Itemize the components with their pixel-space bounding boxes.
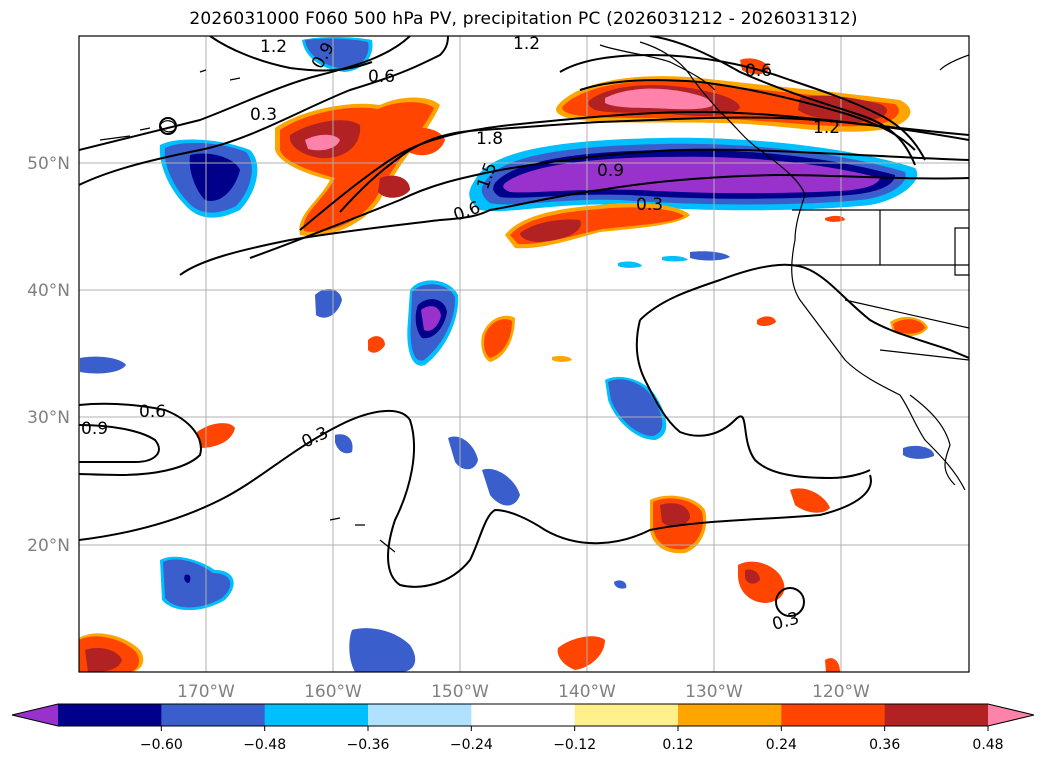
colorbar-tick-label: −0.12 xyxy=(553,737,596,753)
lon-label: 160°W xyxy=(304,682,362,702)
colorbar-tick-label: 0.36 xyxy=(869,737,900,753)
colorbar-swatch xyxy=(161,704,266,726)
lat-label: 40°N xyxy=(27,281,70,301)
lat-tick-labels: 50°N 40°N 30°N 20°N xyxy=(27,154,70,556)
lon-label: 130°W xyxy=(685,682,743,702)
contour-label: 0.6 xyxy=(745,61,772,81)
contour-label: 0.9 xyxy=(81,419,108,439)
graticule-grid xyxy=(79,36,969,672)
contour-label: 0.3 xyxy=(250,105,277,125)
lon-tick-labels: 170°W 160°W 150°W 140°W 130°W 120°W xyxy=(177,682,870,702)
coastline-layer xyxy=(99,41,969,553)
map-title: 2026031000 F060 500 hPa PV, precipitatio… xyxy=(189,9,858,29)
colorbar-swatch xyxy=(574,704,679,726)
contour-label: 1.8 xyxy=(476,129,503,149)
colorbar: −0.60 −0.48 −0.36 −0.24 −0.12 0.12 0.24 0.36 0.4… xyxy=(11,703,1035,753)
colorbar-swatch xyxy=(781,704,886,726)
contour-label: 0.6 xyxy=(139,402,166,422)
contour-label: 0.6 xyxy=(368,67,395,87)
contour-label: 1.2 xyxy=(260,37,287,57)
contour-label: 0.3 xyxy=(636,195,663,215)
lat-label: 50°N xyxy=(27,154,70,174)
contour-label: 1.2 xyxy=(813,118,840,138)
colorbar-tick-label: −0.60 xyxy=(140,737,183,753)
contour-label: 0.9 xyxy=(597,161,624,181)
colorbar-extend-low xyxy=(12,704,58,726)
contour-label: 1.2 xyxy=(513,34,540,54)
colorbar-swatch xyxy=(368,704,472,726)
map-frame xyxy=(78,35,970,673)
colorbar-tick-label: −0.24 xyxy=(450,737,493,753)
colorbar-swatch xyxy=(884,704,989,726)
colorbar-swatch xyxy=(264,704,369,726)
lon-label: 120°W xyxy=(812,682,870,702)
colorbar-swatch xyxy=(471,704,576,726)
colorbar-tick-label: 0.24 xyxy=(766,737,797,753)
colorbar-swatch xyxy=(678,704,782,726)
colorbar-tick-label: 0.48 xyxy=(972,737,1003,753)
colorbar-swatch xyxy=(58,704,162,726)
colorbar-tick-label: 0.12 xyxy=(662,737,693,753)
lon-label: 170°W xyxy=(177,682,235,702)
map-panel: 1.2 1.2 0.9 0.6 0.3 0.6 1.2 1.8 1.5 0.9 … xyxy=(79,34,969,672)
lon-label: 140°W xyxy=(558,682,616,702)
lat-label: 20°N xyxy=(27,536,70,556)
colorbar-outline xyxy=(11,703,1035,727)
colorbar-extend-high xyxy=(988,704,1034,726)
lon-label: 150°W xyxy=(431,682,489,702)
colorbar-tick-label: −0.36 xyxy=(347,737,390,753)
lat-label: 30°N xyxy=(27,408,70,428)
pv-contour-layer xyxy=(79,36,969,617)
precip-fill-layer xyxy=(79,37,935,672)
colorbar-tick-label: −0.48 xyxy=(243,737,286,753)
